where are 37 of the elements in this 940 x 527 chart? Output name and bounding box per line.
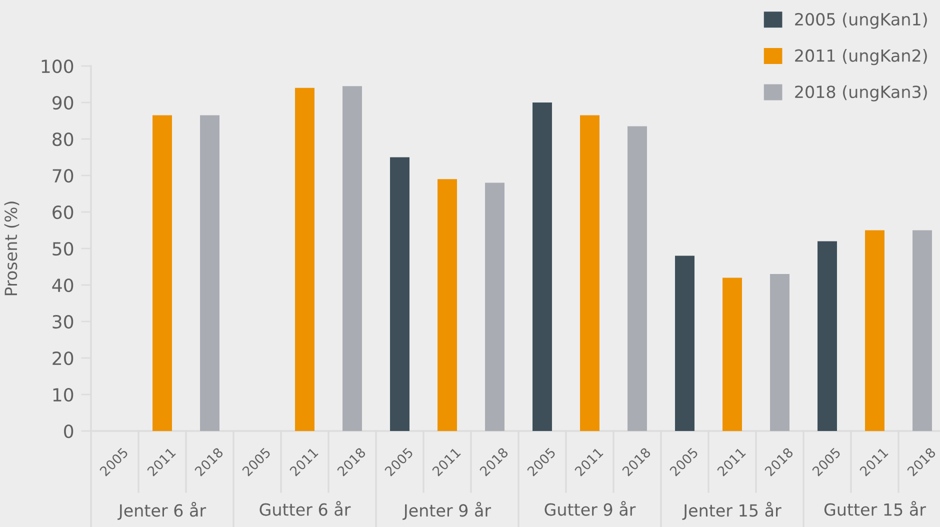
y-tick-label: 50 bbox=[52, 242, 74, 256]
legend-label: 2018 (ungKan3) bbox=[795, 85, 927, 102]
text: Jenter 6 år bbox=[118, 502, 206, 520]
text: Gutter 9 år bbox=[544, 500, 636, 516]
legend-label: 2005 (ungKan1) bbox=[795, 12, 927, 29]
bar bbox=[390, 157, 410, 431]
y-tick-label: 100 bbox=[42, 59, 74, 74]
text: Jenter 15 år bbox=[682, 502, 782, 520]
y-tick-label: 30 bbox=[52, 314, 74, 329]
y-axis-title: Prosent (%) bbox=[4, 202, 20, 296]
y-tick-label: 0 bbox=[64, 424, 74, 438]
y-tick-label: 70 bbox=[52, 168, 74, 183]
y-tick-label: 10 bbox=[53, 388, 74, 402]
y-tick-label: 40 bbox=[52, 278, 74, 292]
bar bbox=[628, 126, 647, 431]
bar bbox=[532, 102, 552, 431]
bar bbox=[295, 88, 314, 431]
text: Jenter 9 år bbox=[402, 502, 492, 520]
bar bbox=[342, 86, 362, 431]
bar bbox=[818, 241, 837, 431]
bar bbox=[722, 278, 742, 431]
y-tick-label: 90 bbox=[52, 96, 74, 110]
bar bbox=[200, 115, 220, 431]
bar bbox=[865, 230, 884, 431]
bar bbox=[485, 182, 504, 431]
bar bbox=[675, 256, 694, 431]
bar bbox=[770, 274, 790, 431]
y-tick-label: 80 bbox=[52, 132, 74, 146]
bar bbox=[912, 230, 932, 431]
text: Gutter 15 år bbox=[824, 500, 926, 516]
bar bbox=[580, 115, 600, 431]
y-tick-label: 60 bbox=[52, 205, 74, 220]
legend-label: 2011 (ungKan2) bbox=[795, 48, 927, 66]
y-tick-label: 20 bbox=[52, 351, 74, 366]
text: Gutter 6 år bbox=[260, 500, 351, 516]
bar bbox=[152, 115, 172, 431]
bar bbox=[438, 179, 457, 431]
